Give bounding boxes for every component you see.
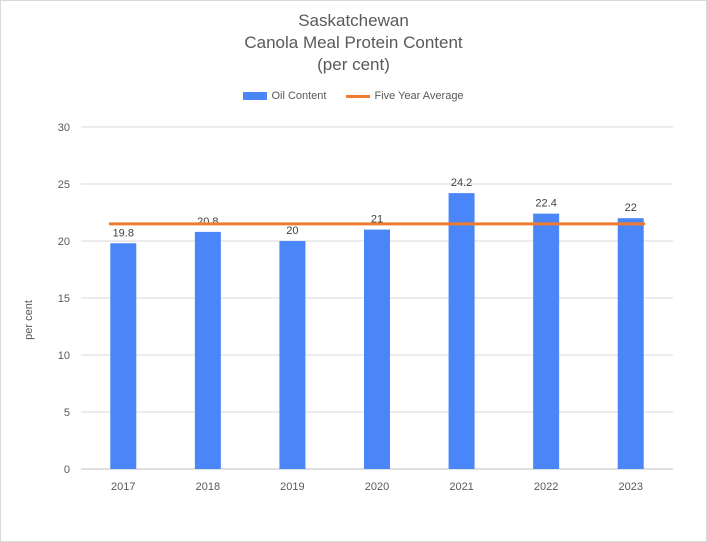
bar-data-label: 19.8 (113, 227, 134, 239)
bar-oil-content (617, 218, 644, 469)
legend-item-oil-content: Oil Content (243, 90, 326, 102)
chart-title-line-2: Canola Meal Protein Content (244, 33, 463, 52)
legend-label-oil-content: Oil Content (271, 90, 327, 102)
bar-data-label: 20.8 (197, 216, 218, 228)
x-tick-label: 2017 (111, 481, 135, 493)
y-tick-label: 15 (58, 293, 70, 305)
y-tick-label: 25 (58, 179, 70, 191)
legend-swatch-oil-content (243, 92, 268, 100)
bar-oil-content (533, 213, 560, 469)
bar-data-label: 22.4 (535, 198, 556, 210)
bar-data-label: 24.2 (451, 177, 472, 189)
chart-legend: Oil Content Five Year Average (0, 90, 707, 102)
x-tick-label: 2019 (280, 481, 304, 493)
legend-item-five-year-average: Five Year Average (346, 90, 464, 102)
bar-oil-content (279, 241, 306, 469)
x-tick-label: 2020 (365, 481, 389, 493)
y-tick-label: 30 (58, 122, 70, 134)
y-tick-label: 20 (58, 236, 70, 248)
chart-title-line-3: (per cent) (317, 55, 390, 74)
x-tick-label: 2018 (196, 481, 220, 493)
x-tick-label: 2023 (618, 481, 642, 493)
bar-oil-content (364, 229, 390, 469)
chart-title: Saskatchewan Canola Meal Protein Content… (0, 10, 707, 76)
x-tick-label: 2022 (534, 481, 558, 493)
legend-swatch-five-year-average (346, 94, 371, 98)
bar-data-label: 22 (625, 202, 637, 214)
bar-oil-content (448, 193, 475, 469)
chart-title-line-1: Saskatchewan (298, 11, 409, 30)
legend-label-five-year-average: Five Year Average (374, 90, 464, 102)
y-tick-label: 10 (58, 350, 70, 362)
y-tick-label: 0 (64, 464, 70, 476)
bar-data-label: 20 (286, 225, 298, 237)
y-tick-label: 5 (64, 407, 70, 419)
bar-oil-content (194, 231, 221, 469)
x-tick-label: 2021 (449, 481, 473, 493)
bar-oil-content (110, 243, 137, 469)
